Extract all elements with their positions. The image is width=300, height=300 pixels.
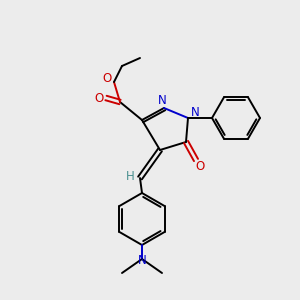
Text: H: H	[126, 169, 134, 182]
Text: O: O	[195, 160, 205, 172]
Text: N: N	[190, 106, 200, 119]
Text: N: N	[138, 254, 146, 266]
Text: O: O	[102, 73, 112, 85]
Text: N: N	[158, 94, 166, 107]
Text: O: O	[94, 92, 103, 104]
